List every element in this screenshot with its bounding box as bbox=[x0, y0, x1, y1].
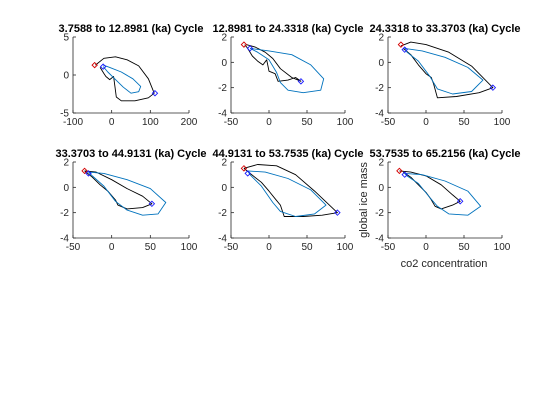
y-tick-label: 0 bbox=[221, 183, 227, 194]
x-tick-label: 100 bbox=[494, 242, 511, 253]
start-blue-marker bbox=[244, 170, 251, 177]
x-tick-label: 0 bbox=[266, 117, 272, 128]
start-marker bbox=[240, 165, 248, 172]
y-tick-label: 0 bbox=[378, 183, 384, 194]
y-tick-label: -4 bbox=[218, 109, 227, 120]
end-marker bbox=[148, 200, 156, 208]
model-curve bbox=[102, 64, 142, 94]
y-tick-label: 0 bbox=[63, 71, 69, 82]
y-tick-label: -4 bbox=[218, 234, 227, 245]
x-tick-label: -50 bbox=[224, 117, 239, 128]
y-tick-label: 2 bbox=[221, 158, 227, 169]
model-curve bbox=[404, 47, 484, 95]
y-tick-label: -4 bbox=[375, 109, 384, 120]
start-blue-marker bbox=[246, 45, 254, 52]
end-marker bbox=[456, 198, 464, 205]
subplot-3: 24.3318 to 33.3703 (ka) Cycle -50 0 50 100 -4… bbox=[369, 23, 520, 128]
subplot-6: 53.7535 to 65.2156 (ka) Cycle -50 0 50 100 -4… bbox=[369, 148, 520, 253]
end-marker bbox=[489, 84, 497, 91]
x-tick-label: 50 bbox=[301, 117, 313, 128]
subplot-grid: 3.7588 to 12.8981 (ka) Cycle-100 0 100 200-… bbox=[55, 23, 520, 253]
y-tick-label: -2 bbox=[375, 208, 384, 219]
y-tick-label: 0 bbox=[378, 58, 384, 69]
start-marker bbox=[91, 61, 98, 69]
model-curve bbox=[247, 170, 327, 217]
panel-title: 44.9131 to 53.7535 (ka) Cycle bbox=[212, 148, 363, 160]
x-tick-label: 100 bbox=[181, 242, 198, 253]
x-tick-label: 100 bbox=[142, 117, 159, 128]
y-axis-label: global ice mass bbox=[358, 162, 370, 238]
x-tick-label: 0 bbox=[423, 242, 429, 253]
panel-title: 12.8981 to 24.3318 (ka) Cycle bbox=[212, 23, 363, 35]
y-tick-label: 2 bbox=[63, 158, 69, 169]
y-tick-label: 2 bbox=[378, 158, 384, 169]
y-tick-label: 5 bbox=[63, 33, 69, 44]
data-curve bbox=[243, 164, 338, 217]
start-marker bbox=[396, 167, 403, 175]
panel-title: 24.3318 to 33.3703 (ka) Cycle bbox=[369, 23, 520, 35]
x-tick-label: 100 bbox=[337, 117, 354, 128]
x-tick-label: -50 bbox=[381, 242, 396, 253]
start-marker bbox=[397, 41, 405, 48]
data-curve bbox=[399, 170, 461, 210]
start-blue-marker bbox=[85, 170, 92, 177]
x-tick-label: 50 bbox=[458, 117, 470, 128]
data-curve bbox=[95, 56, 155, 102]
subplot-2: 12.8981 to 24.3318 (ka) Cycle -50 0 50 100 -4… bbox=[212, 23, 363, 128]
y-tick-label: -2 bbox=[375, 83, 384, 94]
subplot-4: 33.3703 to 44.9131 (ka) Cycle -50 0 50 100 -4… bbox=[55, 148, 206, 253]
y-tick-label: -2 bbox=[218, 208, 227, 219]
y-tick-label: 0 bbox=[221, 58, 227, 69]
x-tick-label: 0 bbox=[109, 117, 115, 128]
x-tick-label: 0 bbox=[266, 242, 272, 253]
subplot-5: 44.9131 to 53.7535 (ka) Cycle -50 0 50 100 -4… bbox=[212, 148, 363, 253]
end-marker bbox=[151, 90, 159, 97]
x-tick-label: 50 bbox=[301, 242, 313, 253]
end-marker bbox=[297, 78, 305, 85]
x-tick-label: -50 bbox=[381, 117, 396, 128]
data-curve bbox=[400, 41, 494, 99]
panel-title: 53.7535 to 65.2156 (ka) Cycle bbox=[369, 148, 520, 160]
y-tick-label: -2 bbox=[218, 83, 227, 94]
y-tick-label: 2 bbox=[378, 33, 384, 44]
y-tick-label: 2 bbox=[221, 33, 227, 44]
y-tick-label: -5 bbox=[60, 109, 69, 120]
panel-title: 3.7588 to 12.8981 (ka) Cycle bbox=[59, 23, 204, 35]
start-blue-marker bbox=[401, 46, 408, 53]
model-curve bbox=[88, 171, 167, 216]
x-tick-label: 50 bbox=[145, 242, 157, 253]
y-tick-label: 0 bbox=[63, 183, 69, 194]
x-tick-label: -50 bbox=[66, 242, 81, 253]
data-curve bbox=[244, 44, 302, 82]
x-axis-label: co2 concentration bbox=[401, 258, 488, 270]
panel-title: 33.3703 to 44.9131 (ka) Cycle bbox=[55, 148, 206, 160]
end-marker bbox=[334, 209, 341, 216]
start-blue-marker bbox=[99, 63, 107, 70]
model-curve bbox=[404, 172, 482, 216]
x-tick-label: 0 bbox=[423, 117, 429, 128]
x-tick-label: 200 bbox=[181, 117, 198, 128]
y-tick-label: -2 bbox=[60, 208, 69, 219]
x-tick-label: -100 bbox=[63, 117, 83, 128]
y-tick-label: -4 bbox=[60, 234, 69, 245]
data-curve bbox=[84, 170, 153, 210]
model-curve bbox=[249, 47, 325, 94]
x-tick-label: 100 bbox=[494, 117, 511, 128]
subplot-1: 3.7588 to 12.8981 (ka) Cycle -100 0 100 200 -… bbox=[59, 23, 204, 128]
y-tick-label: -4 bbox=[375, 234, 384, 245]
start-marker bbox=[81, 167, 88, 175]
start-marker bbox=[240, 41, 248, 48]
x-tick-label: 0 bbox=[109, 242, 115, 253]
x-tick-label: 50 bbox=[458, 242, 470, 253]
x-tick-label: 100 bbox=[337, 242, 354, 253]
start-blue-marker bbox=[401, 171, 408, 178]
x-tick-label: -50 bbox=[224, 242, 239, 253]
